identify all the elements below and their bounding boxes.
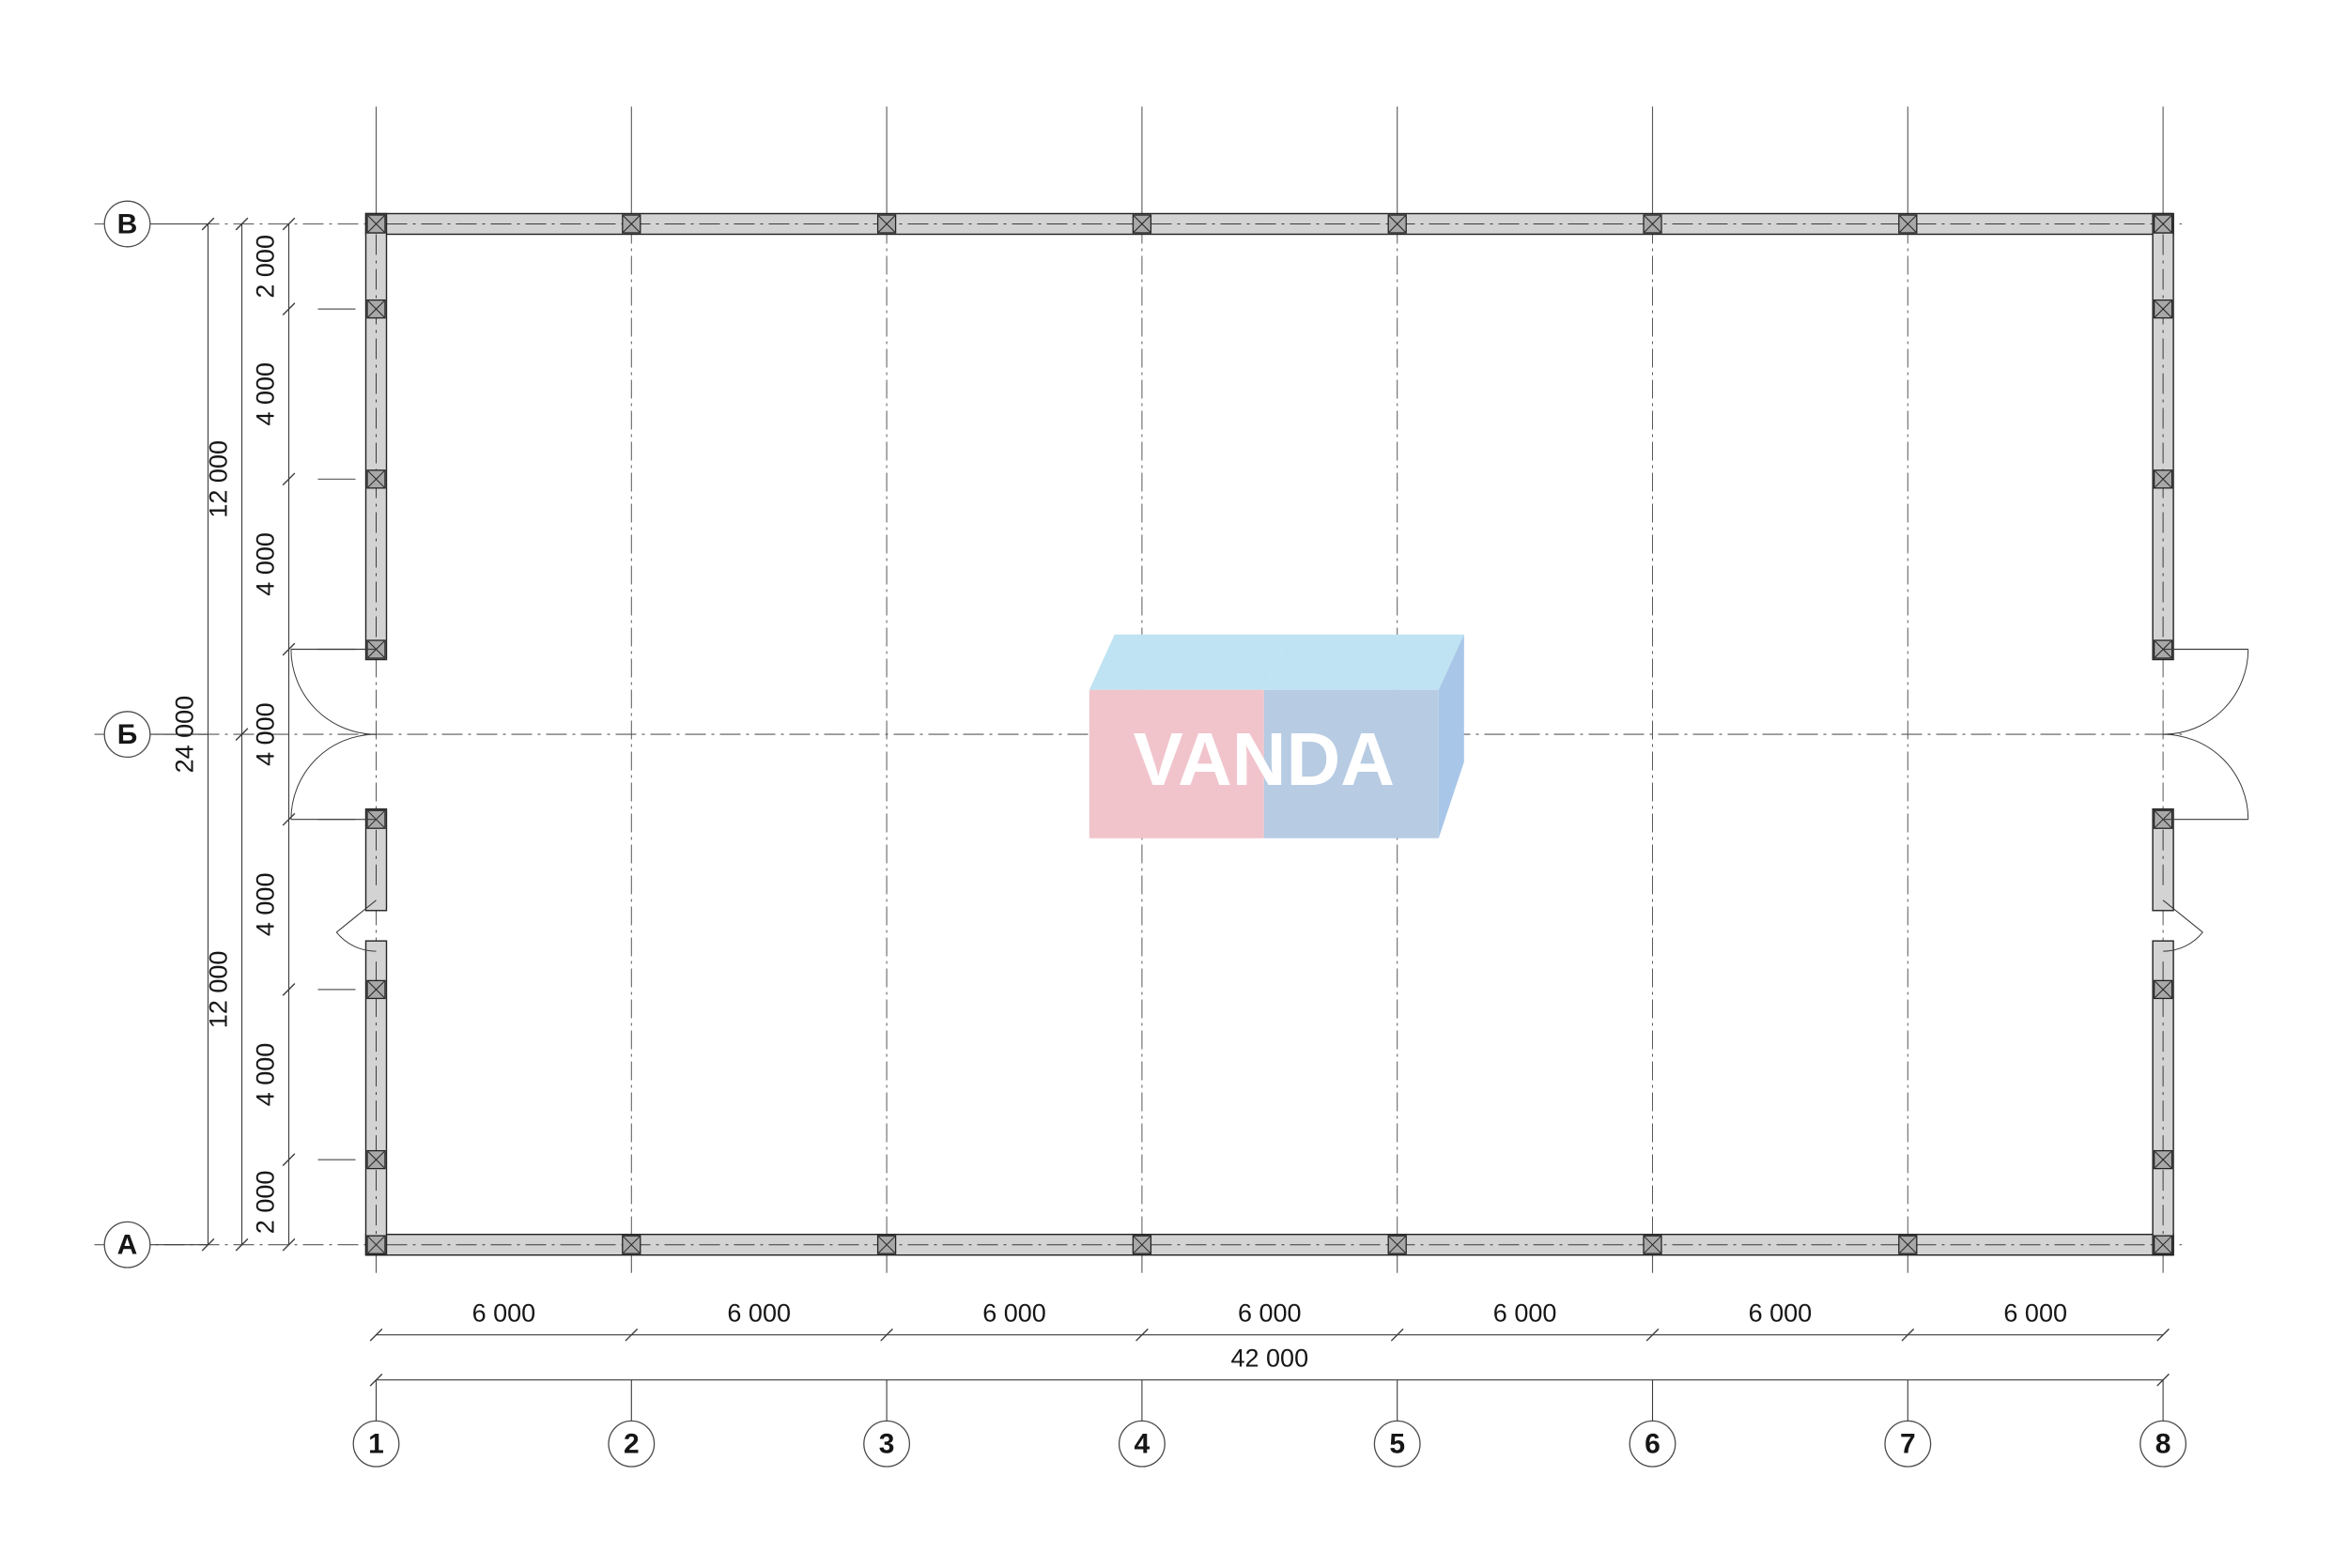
- svg-text:4 000: 4 000: [252, 532, 280, 596]
- svg-text:42 000: 42 000: [1231, 1345, 1309, 1373]
- svg-text:7: 7: [1900, 1429, 1916, 1460]
- svg-text:6: 6: [1645, 1429, 1661, 1460]
- svg-text:6 000: 6 000: [727, 1299, 791, 1328]
- svg-text:6 000: 6 000: [472, 1299, 536, 1328]
- svg-text:4 000: 4 000: [252, 362, 280, 426]
- svg-text:A: A: [117, 1230, 138, 1261]
- svg-text:3: 3: [879, 1429, 895, 1460]
- svg-text:6 000: 6 000: [1493, 1299, 1557, 1328]
- svg-text:2 000: 2 000: [252, 235, 280, 299]
- svg-text:4 000: 4 000: [252, 702, 280, 766]
- svg-text:Б: Б: [117, 719, 138, 750]
- svg-text:4 000: 4 000: [252, 873, 280, 937]
- svg-text:4 000: 4 000: [252, 1043, 280, 1107]
- svg-text:6 000: 6 000: [982, 1299, 1046, 1328]
- svg-text:6 000: 6 000: [1238, 1299, 1302, 1328]
- svg-text:6 000: 6 000: [1749, 1299, 1813, 1328]
- svg-text:2 000: 2 000: [252, 1171, 280, 1235]
- svg-text:6 000: 6 000: [2003, 1299, 2067, 1328]
- svg-text:1: 1: [368, 1429, 384, 1460]
- svg-text:VANDA: VANDA: [1134, 717, 1396, 801]
- svg-text:2: 2: [624, 1429, 640, 1460]
- svg-text:4: 4: [1135, 1429, 1151, 1460]
- svg-text:5: 5: [1389, 1429, 1405, 1460]
- svg-text:B: B: [117, 209, 138, 240]
- svg-text:8: 8: [2155, 1429, 2171, 1460]
